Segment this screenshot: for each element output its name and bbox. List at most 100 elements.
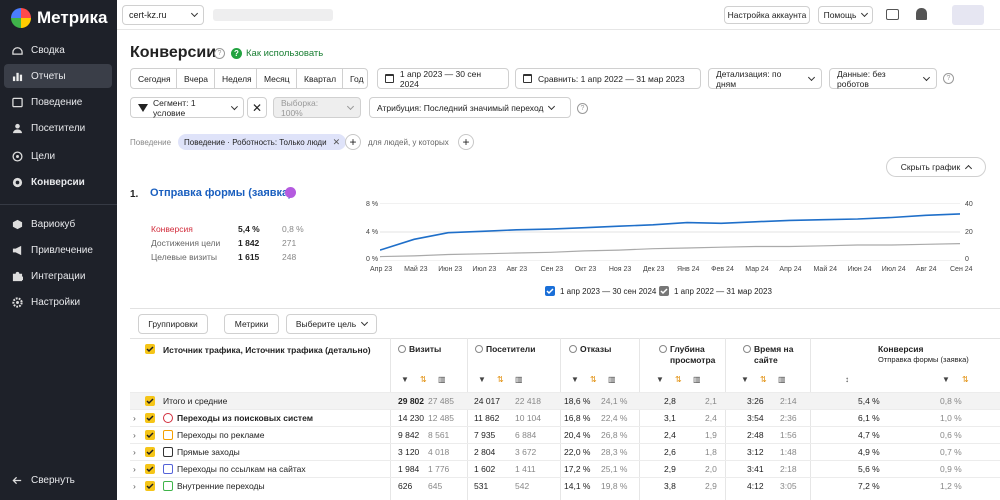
sort-icon[interactable]: ⇅ <box>420 375 427 384</box>
info-icon[interactable]: ? <box>577 103 588 114</box>
col-header-conversion[interactable]: Конверсия <box>878 344 924 354</box>
chart-icon[interactable]: ▥ <box>778 375 786 384</box>
expand-chevron-icon[interactable]: › <box>133 481 136 491</box>
filter-icon[interactable]: ▼ <box>478 375 486 384</box>
period-today[interactable]: Сегодня <box>130 68 177 89</box>
sort-icon[interactable]: ⇅ <box>590 375 597 384</box>
sort-radio[interactable] <box>475 345 483 353</box>
legend-checkbox-current[interactable] <box>545 286 555 296</box>
chart-icon[interactable]: ⇅ <box>962 375 969 384</box>
hide-chart-button[interactable]: Скрыть график <box>886 157 986 177</box>
sort-icon[interactable]: ⇅ <box>760 375 767 384</box>
chart-icon[interactable]: ▥ <box>693 375 701 384</box>
col-header-visits[interactable]: Визиты <box>409 344 442 354</box>
goal-name[interactable]: Отправка формы (заявка) <box>150 187 292 199</box>
bell-icon[interactable] <box>916 8 927 20</box>
attribution-select[interactable]: Атрибуция: Последний значимый переход <box>369 97 571 118</box>
row-checkbox[interactable] <box>145 447 155 457</box>
detail-select[interactable]: Детализация: по дням <box>708 68 822 89</box>
filter-icon[interactable]: ↕ <box>845 375 849 384</box>
data-filter-select[interactable]: Данные: без роботов <box>829 68 937 89</box>
sidebar-item-acquisition[interactable]: Привлечение <box>4 238 112 262</box>
sort-icon[interactable]: ⇅ <box>497 375 504 384</box>
chat-icon[interactable] <box>886 9 899 20</box>
info-icon[interactable]: ? <box>214 48 225 59</box>
info-icon[interactable]: ? <box>943 73 954 84</box>
col-header-depth[interactable]: Глубина просмотра <box>670 344 716 365</box>
table-total-row[interactable] <box>130 392 1000 409</box>
period-year[interactable]: Год <box>342 68 368 89</box>
expand-chevron-icon[interactable]: › <box>133 447 136 457</box>
add-condition-button[interactable]: + <box>458 134 474 150</box>
close-icon[interactable]: ✕ <box>332 136 341 147</box>
add-filter-button[interactable]: + <box>345 134 361 150</box>
period-yesterday[interactable]: Вчера <box>176 68 215 89</box>
col-header-time[interactable]: Время на сайте <box>754 344 794 365</box>
segment-select[interactable]: Сегмент: 1 условие <box>130 97 244 118</box>
row-name[interactable]: Переходы по рекламе <box>177 430 265 440</box>
filter-icon[interactable]: ▼ <box>571 375 579 384</box>
row-name[interactable]: Прямые заходы <box>177 447 240 457</box>
row-name[interactable]: Переходы из поисковых систем <box>177 413 313 423</box>
sidebar-item-reports[interactable]: Отчеты <box>4 64 112 88</box>
sidebar-collapse-button[interactable]: Свернуть <box>4 468 112 492</box>
sidebar-item-visitors[interactable]: Посетители <box>4 116 112 140</box>
expand-chevron-icon[interactable]: › <box>133 430 136 440</box>
date-range-picker[interactable]: 1 апр 2023 — 30 сен 2024 <box>377 68 509 89</box>
row-checkbox[interactable] <box>145 413 155 423</box>
filter-icon[interactable]: ▼ <box>401 375 409 384</box>
table-row[interactable] <box>130 409 1000 426</box>
row-name[interactable]: Внутренние переходы <box>177 481 265 491</box>
sort-radio[interactable] <box>659 345 667 353</box>
filter-chip[interactable]: Поведение · Роботность: Только люди ✕ <box>178 134 347 150</box>
table-row[interactable] <box>130 443 1000 460</box>
howto-link[interactable]: Как использовать <box>246 48 324 59</box>
row-checkbox[interactable] <box>145 481 155 491</box>
sidebar-item-goals[interactable]: Цели <box>4 144 112 168</box>
account-settings-button[interactable]: Настройка аккаунта <box>724 6 810 24</box>
sidebar-item-conversions[interactable]: Конверсии <box>4 170 112 194</box>
sort-icon[interactable]: ▼ <box>942 375 950 384</box>
sort-radio[interactable] <box>743 345 751 353</box>
expand-chevron-icon[interactable]: › <box>133 413 136 423</box>
chart-icon[interactable]: ▥ <box>608 375 616 384</box>
sample-select[interactable]: Выборка: 100% <box>273 97 361 118</box>
compare-picker[interactable]: Сравнить: 1 апр 2022 — 31 мар 2023 <box>515 68 701 89</box>
filter-icon[interactable]: ▼ <box>741 375 749 384</box>
dimension-header[interactable]: Источник трафика, Источник трафика (дета… <box>163 345 371 355</box>
period-month[interactable]: Месяц <box>256 68 297 89</box>
col-header-users[interactable]: Посетители <box>486 344 536 354</box>
app-logo[interactable]: Метрика <box>11 8 108 28</box>
row-checkbox[interactable] <box>145 430 155 440</box>
sort-radio[interactable] <box>398 345 406 353</box>
sidebar-item-summary[interactable]: Сводка <box>4 38 112 62</box>
period-week[interactable]: Неделя <box>214 68 257 89</box>
sort-radio[interactable] <box>569 345 577 353</box>
help-button[interactable]: Помощь <box>818 6 873 24</box>
row-checkbox[interactable] <box>145 396 155 406</box>
table-row[interactable] <box>130 460 1000 477</box>
select-all-checkbox[interactable] <box>145 344 155 354</box>
avatar[interactable] <box>952 5 984 25</box>
site-selector[interactable]: cert-kz.ru <box>122 5 204 25</box>
metrics-button[interactable]: Метрики <box>224 314 279 334</box>
col-header-bounce[interactable]: Отказы <box>580 344 612 354</box>
legend-checkbox-previous[interactable] <box>659 286 669 296</box>
goal-select[interactable]: Выберите цель <box>286 314 377 334</box>
row-checkbox[interactable] <box>145 464 155 474</box>
clear-segment-button[interactable]: ✕ <box>247 97 267 118</box>
chart-icon[interactable]: ▥ <box>438 375 446 384</box>
sidebar-item-variocube[interactable]: Вариокуб <box>4 212 112 236</box>
filter-icon[interactable]: ▼ <box>656 375 664 384</box>
sidebar-item-behavior[interactable]: Поведение <box>4 90 112 114</box>
expand-chevron-icon[interactable]: › <box>133 464 136 474</box>
chart-icon[interactable]: ▥ <box>515 375 523 384</box>
sidebar-item-settings[interactable]: Настройки <box>4 290 112 314</box>
sort-icon[interactable]: ⇅ <box>675 375 682 384</box>
period-quarter[interactable]: Квартал <box>296 68 343 89</box>
table-row[interactable] <box>130 426 1000 443</box>
table-row[interactable] <box>130 477 1000 494</box>
groupings-button[interactable]: Группировки <box>138 314 208 334</box>
sidebar-item-integrations[interactable]: Интеграции <box>4 264 112 288</box>
row-name[interactable]: Переходы по ссылкам на сайтах <box>177 464 306 474</box>
